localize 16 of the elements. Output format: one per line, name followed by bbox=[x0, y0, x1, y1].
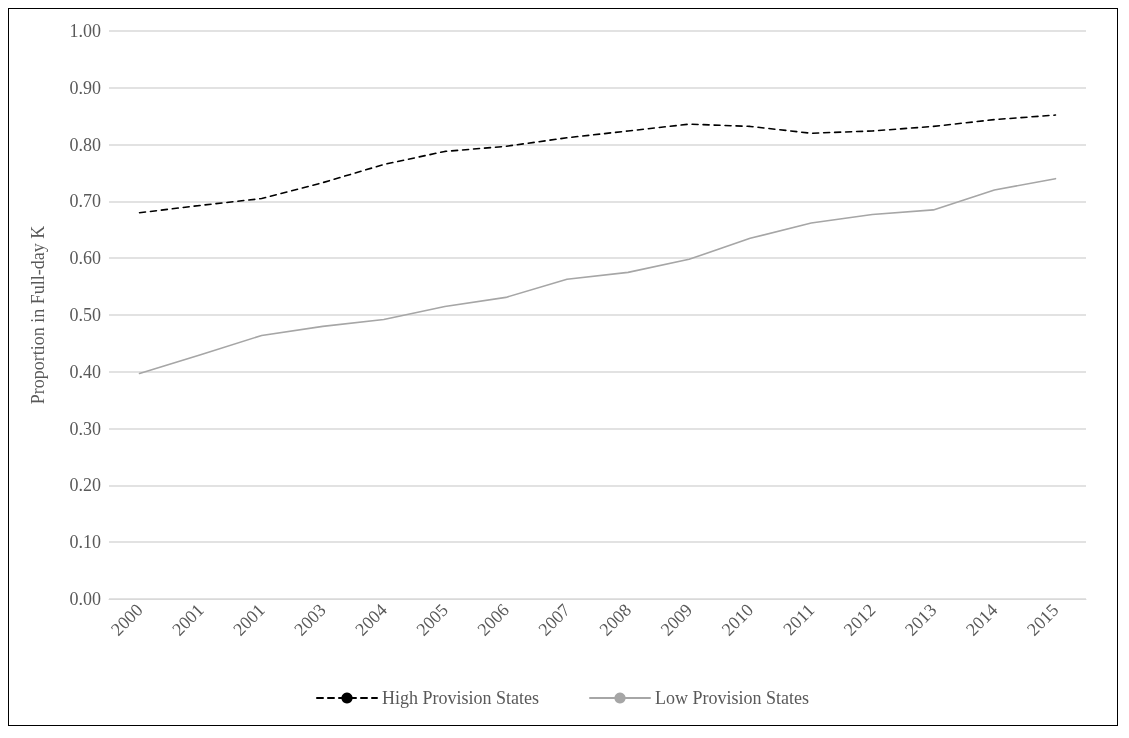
y-tick-label: 0.20 bbox=[69, 475, 101, 496]
line-series bbox=[138, 114, 1057, 214]
y-tick-label: 0.60 bbox=[69, 248, 101, 269]
y-tick-label: 0.50 bbox=[69, 305, 101, 325]
y-tick-label: 0.00 bbox=[69, 589, 101, 609]
legend-label: High Provision States bbox=[382, 688, 540, 708]
y-tick-label: 0.40 bbox=[69, 361, 101, 382]
line-series bbox=[138, 177, 1057, 375]
y-tick-label: 0.70 bbox=[69, 191, 101, 212]
y-tick-label: 1.00 bbox=[69, 21, 101, 41]
y-axis-title: Proportion in Full-day K bbox=[28, 225, 48, 405]
y-tick-label: 0.80 bbox=[69, 134, 101, 155]
y-tick-label: 0.10 bbox=[69, 532, 101, 553]
y-tick-label: 0.30 bbox=[69, 418, 101, 439]
legend-label: Low Provision States bbox=[655, 688, 810, 708]
y-tick-label: 0.90 bbox=[69, 77, 101, 98]
